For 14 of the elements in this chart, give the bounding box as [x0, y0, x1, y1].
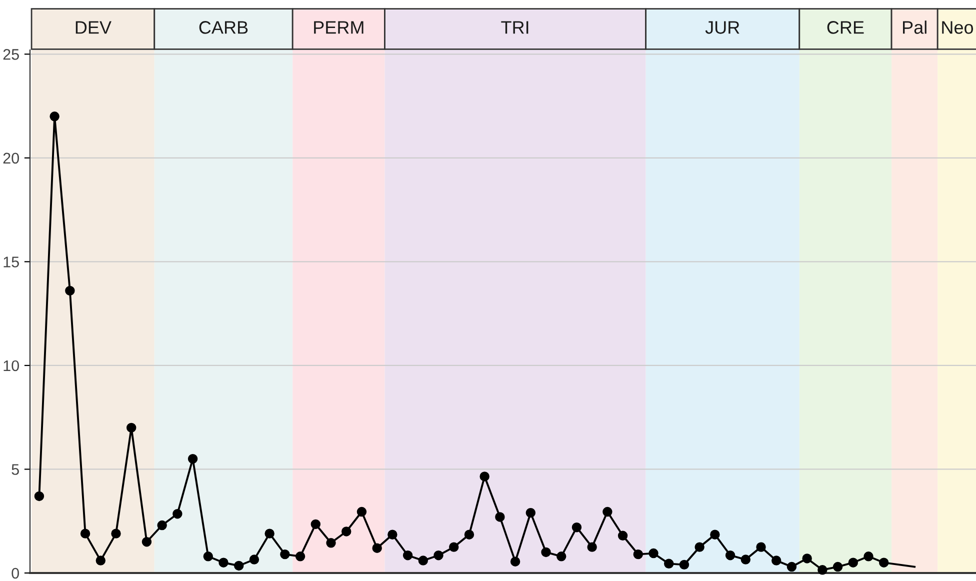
text: PERM [314, 21, 364, 34]
text: TRI [501, 21, 528, 34]
text: DEV [76, 21, 112, 34]
y-tick-label: 10 [4, 360, 19, 372]
y-tick-label: 20 [3, 152, 19, 164]
text: JUR [705, 21, 740, 34]
text: CARB [199, 21, 248, 34]
text: Neo [942, 21, 974, 34]
y-tick-label: 15 [4, 256, 19, 268]
y-tick-label: 0 [12, 568, 19, 579]
y-tick-label: 5 [12, 464, 19, 475]
y-tick-label: 25 [3, 49, 19, 60]
text: Pal [903, 20, 926, 34]
text: CRE [827, 21, 864, 34]
